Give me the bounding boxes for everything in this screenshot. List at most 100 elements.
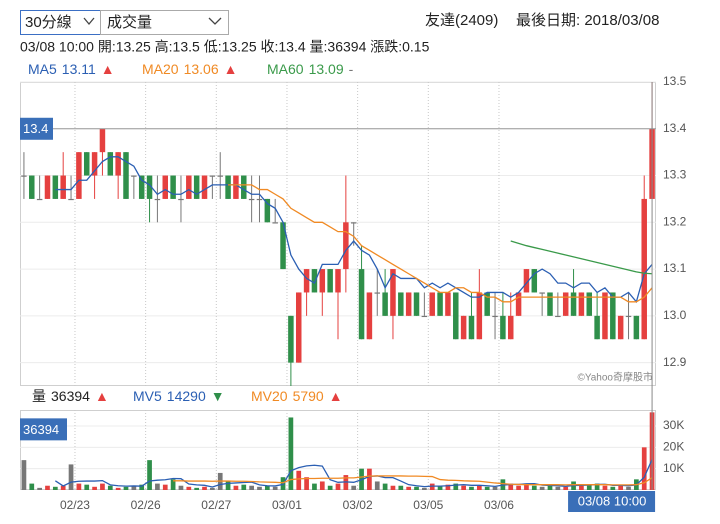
legend-value: 13.09 [309,61,344,77]
candle-body [115,152,121,176]
candle-body [193,175,200,199]
legend-trend: ▲ [95,388,109,404]
candle-body [445,292,451,316]
volume-bar [100,483,105,490]
y-tick-label: 13.1 [663,261,687,275]
volume-bar [202,486,207,490]
legend-trend: ▲ [224,61,238,77]
price-frame [20,82,656,386]
volume-bar [579,485,584,490]
candle-body [405,292,412,316]
volume-bar [178,485,184,490]
volume-bar [367,468,372,490]
ma-line [55,156,653,304]
candle-body [209,175,216,177]
candle-body [201,175,208,199]
candle-body [36,198,43,201]
volume-bar [594,483,600,490]
candle-body [547,292,553,316]
last-price-tag [20,117,53,140]
candle-body [374,292,381,294]
volume-bar [476,485,482,490]
candle-body [233,175,239,199]
volume-bar [382,483,388,490]
candle-body [138,175,145,199]
volume-bar [92,486,97,490]
volume-bar [398,485,404,490]
candle-body [146,175,153,199]
candle-body [398,292,404,316]
ma-line [510,240,653,275]
candle-body [570,292,577,316]
candle-body [429,292,435,316]
volume-bar [508,483,514,490]
indicator-select[interactable] [100,10,229,35]
legend-name: MV5 [133,388,162,404]
volume-bar [453,483,459,490]
volume-bar [45,485,50,490]
candle-body [99,128,106,153]
legend-value: 13.06 [184,61,219,77]
legend-item: MA5 13.11 ▲ [28,61,115,77]
candle-body [610,292,616,340]
candle-body [83,152,90,176]
legend-name: MA60 [267,61,304,77]
last-price-tag-text: 13.4 [23,121,48,136]
volume-bar [210,487,215,490]
legend-value: 14290 [167,388,206,404]
volume-bar [155,483,160,490]
volume-bar [610,486,616,490]
x-tick-label: 02/23 [60,498,90,512]
mv-line [54,459,653,488]
candle-body [617,315,624,340]
volume-bar [233,485,239,490]
candle-body [107,152,114,176]
candle-body [539,292,545,294]
info-line: 03/08 10:00 開:13.25 高:13.5 低:13.25 收:13.… [20,39,430,55]
candle-body [453,292,459,340]
candle-body [21,175,27,177]
volume-bar [139,484,145,490]
x-tick-label: 02/26 [131,498,161,512]
volume-bar [484,486,490,490]
candle-body [358,269,365,340]
candle-body [162,175,169,199]
legend-value: 5790 [293,388,324,404]
volume-bar [641,447,647,490]
candle-body [437,292,443,316]
candle-body [633,315,640,340]
candle-body [335,269,341,293]
period-select-text: 30分線 [25,14,72,31]
candle-body [186,175,192,199]
volume-bar [312,483,317,490]
volume-bar [29,483,35,490]
volume-bar [115,487,121,490]
legend-item: 量 36394 ▲ [32,388,109,404]
volume-bar [547,485,553,490]
candle-body [131,175,137,177]
candle-body [327,269,333,293]
volume-bar [602,485,608,490]
legend-name: 量 [32,388,46,404]
volume-bar [107,485,113,490]
candle-body [217,175,223,177]
volume-bar [304,477,309,490]
volume-bar [162,484,168,490]
candle-body [421,315,428,318]
candle-body [492,315,498,318]
volume-bar [563,486,569,490]
last-volume-tag-text: 36394 [23,422,59,437]
candle-body [154,198,161,201]
candle-body [641,198,647,340]
ma-line [228,184,653,303]
volume-bar [147,460,152,490]
x-tick-label: 02/27 [201,498,231,512]
volume-bar [249,485,254,490]
legend-name: MV20 [251,388,288,404]
volume-bar [335,483,341,490]
stock-name: 友達(2409) [425,12,498,29]
volume-bar [37,487,42,490]
volume-bar [422,487,427,490]
candle-body [586,292,593,316]
volume-bar [21,460,27,490]
